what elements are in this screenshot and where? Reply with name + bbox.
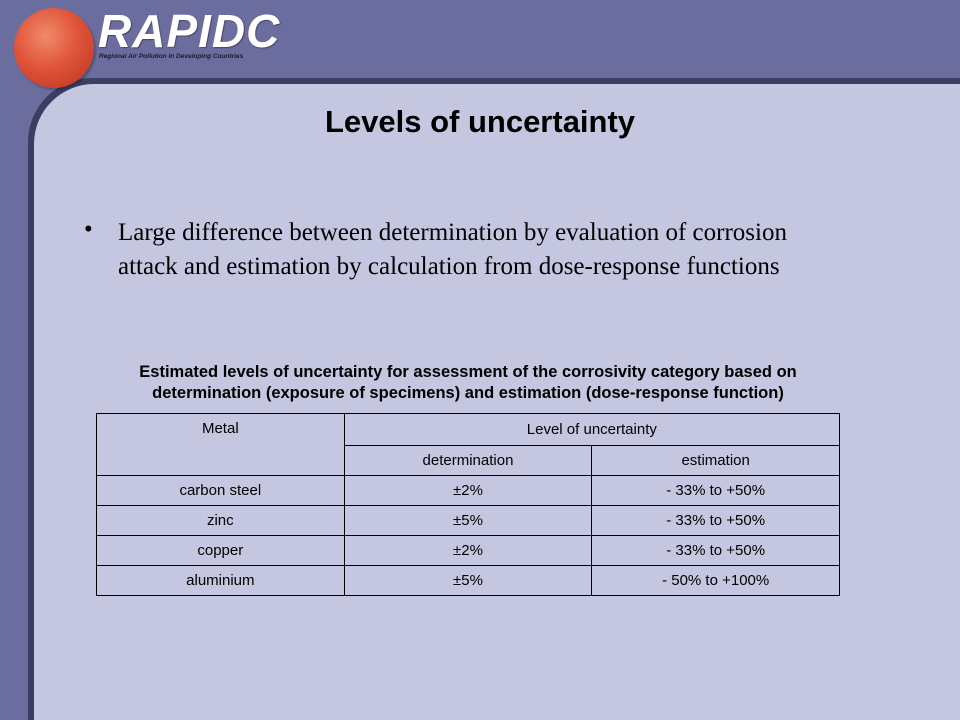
table-caption: Estimated levels of uncertainty for asse… xyxy=(96,362,840,404)
table-row: carbon steel ±2% - 33% to +50% xyxy=(96,475,840,506)
table-row: copper ±2% - 33% to +50% xyxy=(96,535,840,566)
table-header-row: Metal Level of uncertainty xyxy=(96,413,841,476)
table-caption-line-2: determination (exposure of specimens) an… xyxy=(152,384,784,402)
content-panel xyxy=(34,84,960,720)
cell-metal: copper xyxy=(96,535,345,566)
cell-metal: zinc xyxy=(96,505,345,536)
cell-determination: ±2% xyxy=(343,535,593,566)
logo-circle-icon xyxy=(14,8,94,88)
header-determination: determination xyxy=(343,445,593,476)
logo-tagline: Regional Air Pollution In Developing Cou… xyxy=(99,53,244,60)
cell-determination: ±5% xyxy=(343,505,593,536)
cell-metal: carbon steel xyxy=(96,475,345,506)
bullet-icon: • xyxy=(84,216,93,243)
header-level-of-uncertainty: Level of uncertainty xyxy=(343,413,841,446)
table-subheader-row: determination estimation xyxy=(97,445,840,476)
cell-estimation: - 33% to +50% xyxy=(591,475,840,506)
logo-wordmark: RAPIDC xyxy=(98,5,281,57)
bullet-text: Large difference between determination b… xyxy=(118,219,787,280)
table-row: zinc ±5% - 33% to +50% xyxy=(96,505,840,536)
cell-estimation: - 33% to +50% xyxy=(591,505,840,536)
cell-estimation: - 33% to +50% xyxy=(591,535,840,566)
table-row: aluminium ±5% - 50% to +100% xyxy=(96,565,840,596)
cell-determination: ±5% xyxy=(343,565,593,596)
slide-title: Levels of uncertainty xyxy=(324,104,636,139)
cell-determination: ±2% xyxy=(343,475,593,506)
cell-metal: aluminium xyxy=(96,565,345,596)
header-metal: Metal xyxy=(96,413,345,476)
table-caption-line-1: Estimated levels of uncertainty for asse… xyxy=(139,363,797,381)
uncertainty-table: Metal Level of uncertainty determination… xyxy=(96,413,841,596)
bullet-item: • Large difference between determination… xyxy=(84,216,804,284)
cell-estimation: - 50% to +100% xyxy=(591,565,840,596)
header-estimation: estimation xyxy=(591,445,840,476)
